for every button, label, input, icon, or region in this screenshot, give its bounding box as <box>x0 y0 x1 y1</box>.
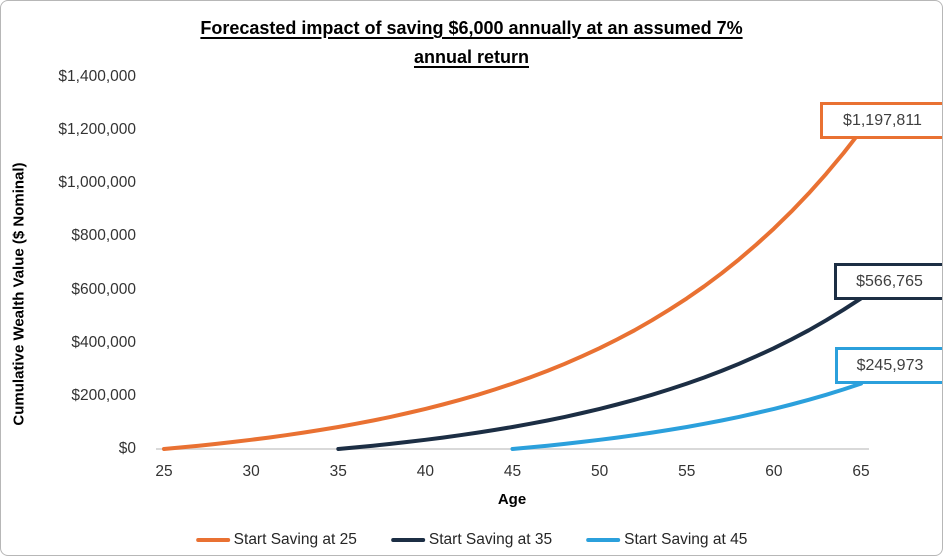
legend-line-swatch <box>195 537 230 543</box>
legend-label: Start Saving at 35 <box>428 531 553 548</box>
x-tick-label: 35 <box>329 463 347 480</box>
y-tick-label: $1,200,000 <box>58 121 136 139</box>
x-tick-label: 30 <box>242 463 260 480</box>
data-label-value: $1,197,811 <box>843 111 922 129</box>
y-tick-label: $800,000 <box>71 227 136 245</box>
x-axis-title: Age <box>497 491 527 508</box>
legend: Start Saving at 25 Start Saving at 35 Star… <box>195 531 747 549</box>
data-label-start-saving-at-35: $566,765 <box>834 263 942 300</box>
legend-item-2: Start Saving at 45 <box>586 531 747 549</box>
legend-label: Start Saving at 45 <box>624 531 748 548</box>
chart-title: Forecasted impact of saving $6,000 annua… <box>122 14 822 72</box>
legend-item-1: Start Saving at 35 <box>390 531 553 549</box>
x-tick-label: 60 <box>765 463 783 480</box>
legend-label: Start Saving at 25 <box>233 531 357 548</box>
x-tick-label: 40 <box>416 463 435 480</box>
y-tick-label: $0 <box>118 440 136 457</box>
chart-title-line-1: Forecasted impact of saving $6,000 annua… <box>200 18 743 38</box>
y-tick-label: $200,000 <box>71 386 136 404</box>
data-label-value: $566,765 <box>856 272 923 290</box>
legend-line-swatch <box>586 537 621 543</box>
legend-line-swatch <box>390 537 425 543</box>
x-tick-label: 45 <box>503 463 522 480</box>
chart-title-line-2: annual return <box>413 47 529 67</box>
series-line-2 <box>510 381 863 451</box>
x-tick-label: 55 <box>678 463 696 480</box>
legend-item-0: Start Saving at 25 <box>195 531 357 549</box>
x-tick-label: 25 <box>155 463 173 480</box>
x-tick-label: 65 <box>852 463 870 480</box>
x-tick-label: 50 <box>590 463 609 480</box>
y-tick-label: $1,000,000 <box>58 174 136 192</box>
y-tick-label: $400,000 <box>71 333 136 351</box>
series-line-0 <box>162 128 863 451</box>
y-tick-label: $600,000 <box>71 280 136 298</box>
data-label-start-saving-at-25: $1,197,811 <box>820 102 942 139</box>
y-tick-label: $1,400,000 <box>58 68 136 85</box>
data-label-value: $245,973 <box>856 356 924 374</box>
data-label-start-saving-at-45: $245,973 <box>835 347 942 384</box>
series-line-1 <box>336 296 863 451</box>
